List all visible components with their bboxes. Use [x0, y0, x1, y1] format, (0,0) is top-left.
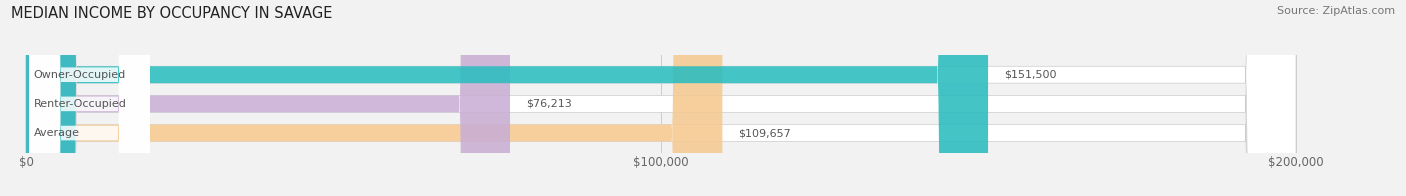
Text: $76,213: $76,213	[526, 99, 572, 109]
FancyBboxPatch shape	[27, 0, 723, 196]
FancyBboxPatch shape	[30, 0, 150, 196]
Text: Source: ZipAtlas.com: Source: ZipAtlas.com	[1277, 6, 1395, 16]
FancyBboxPatch shape	[27, 0, 1296, 196]
Text: $109,657: $109,657	[738, 128, 792, 138]
Text: Renter-Occupied: Renter-Occupied	[34, 99, 127, 109]
FancyBboxPatch shape	[27, 0, 510, 196]
Text: MEDIAN INCOME BY OCCUPANCY IN SAVAGE: MEDIAN INCOME BY OCCUPANCY IN SAVAGE	[11, 6, 333, 21]
Text: Average: Average	[34, 128, 80, 138]
FancyBboxPatch shape	[30, 0, 150, 196]
FancyBboxPatch shape	[27, 0, 988, 196]
FancyBboxPatch shape	[27, 0, 1296, 196]
FancyBboxPatch shape	[30, 0, 150, 196]
Text: Owner-Occupied: Owner-Occupied	[34, 70, 127, 80]
Text: $151,500: $151,500	[1004, 70, 1056, 80]
FancyBboxPatch shape	[27, 0, 1296, 196]
